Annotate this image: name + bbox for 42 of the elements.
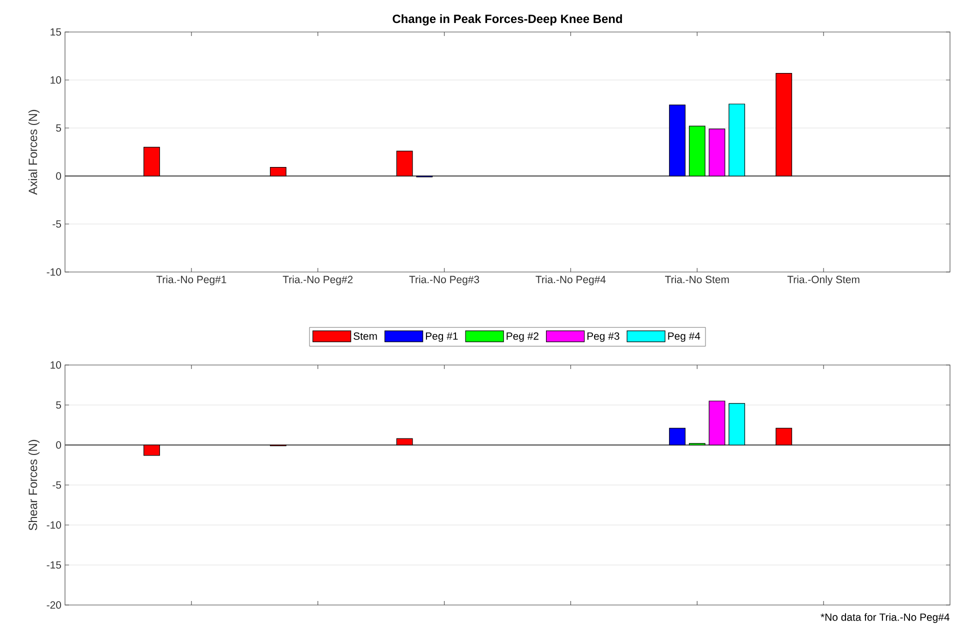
bar <box>144 444 160 456</box>
legend-label: Peg #3 <box>587 332 620 342</box>
bar <box>396 438 413 446</box>
x-tick-label: Tria.-No Stem <box>665 276 729 284</box>
legend-label: Peg #2 <box>506 332 538 342</box>
bar <box>728 104 746 176</box>
y-axis-title: Axial Forces (N) <box>28 110 40 195</box>
x-tick-label: Tria.-No Peg#4 <box>536 276 606 286</box>
y-tick-label: 5 <box>56 124 62 132</box>
y-tick-label: 15 <box>50 28 62 36</box>
y-tick-label: 10 <box>50 76 62 84</box>
bar <box>776 72 792 176</box>
y-axis-title: Shear Forces (N) <box>28 440 40 530</box>
x-tick-label: Tria.-No Peg#3 <box>409 276 480 286</box>
bar <box>708 128 726 176</box>
x-tick-label: Tria.-No Peg#1 <box>156 276 226 286</box>
x-tick-label: Tria.-Only Stem <box>787 276 860 286</box>
bar <box>669 104 686 176</box>
y-tick-label: -15 <box>46 561 62 569</box>
legend-label: Peg #4 <box>668 332 700 342</box>
y-tick-label: -10 <box>46 268 62 276</box>
legend-label: Peg #1 <box>426 332 458 342</box>
bar <box>396 150 413 176</box>
y-tick-label: -5 <box>52 220 62 228</box>
y-tick-label: 10 <box>50 361 62 369</box>
y-tick-label: 5 <box>56 401 62 409</box>
y-tick-label: -5 <box>52 481 62 489</box>
bar <box>776 428 792 446</box>
bar <box>669 428 686 446</box>
y-tick-label: -10 <box>46 521 62 529</box>
bar <box>270 167 286 176</box>
text: *No data for Tria.-No Peg#4 <box>820 613 950 623</box>
chart-title: Change in Peak Forces-Deep Knee Bend <box>392 14 622 26</box>
y-tick-label: 0 <box>56 172 62 180</box>
bar <box>144 146 160 176</box>
bar <box>688 126 706 176</box>
x-tick-label: Tria.-No Peg#2 <box>282 276 353 286</box>
y-tick-label: -20 <box>46 601 62 609</box>
bar <box>728 403 746 446</box>
y-tick-label: 0 <box>56 441 62 449</box>
bar <box>708 400 726 446</box>
legend-label: Stem <box>354 332 377 340</box>
